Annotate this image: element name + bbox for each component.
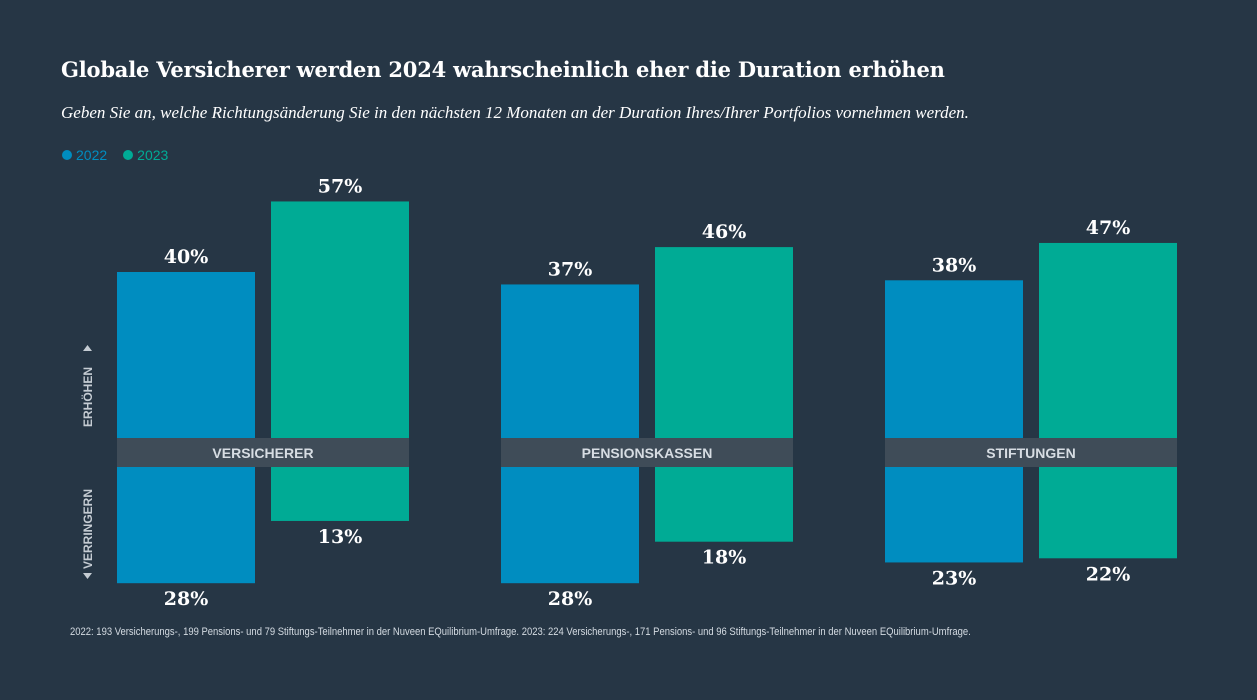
arrow-up-icon — [83, 345, 92, 351]
label-increase-2023-stiftungen: 47% — [1086, 217, 1131, 239]
arrow-down-icon — [83, 573, 92, 579]
category-band-pensionskassen — [501, 438, 793, 467]
footnote: 2022: 193 Versicherungs-, 199 Pensions- … — [70, 626, 971, 638]
legend-label-2023: 2023 — [137, 147, 169, 163]
axis-label-increase: ERHÖHEN — [80, 345, 95, 427]
label-decrease-2022-versicherer: 28% — [164, 588, 209, 610]
bar-increase-2022-versicherer — [117, 272, 255, 438]
bar-decrease-2023-stiftungen — [1039, 467, 1177, 559]
legend-item-2023: 2023 — [123, 147, 168, 163]
legend-dot-2022 — [62, 150, 72, 160]
bar-increase-2022-stiftungen — [885, 280, 1023, 438]
axis-label-increase-text: ERHÖHEN — [80, 367, 95, 427]
axis-label-decrease: VERRINGERN — [81, 489, 95, 579]
label-decrease-2023-pensionskassen: 18% — [702, 547, 747, 569]
label-increase-2023-versicherer: 57% — [318, 175, 363, 197]
label-increase-2022-pensionskassen: 37% — [548, 258, 593, 280]
chart-title: Globale Versicherer werden 2024 wahrsche… — [61, 57, 945, 82]
category-band-versicherer — [117, 438, 409, 467]
legend-dot-2023 — [123, 150, 134, 160]
chart-subtitle: Geben Sie an, welche Richtungsänderung S… — [61, 103, 969, 122]
bar-decrease-2022-versicherer — [117, 467, 255, 584]
bar-decrease-2022-pensionskassen — [501, 467, 639, 584]
bar-increase-2023-versicherer — [271, 201, 409, 438]
label-increase-2023-pensionskassen: 46% — [702, 221, 747, 243]
bar-decrease-2023-pensionskassen — [655, 467, 793, 542]
category-label-versicherer: VERSICHERER — [212, 445, 313, 461]
label-increase-2022-versicherer: 40% — [164, 246, 209, 268]
axis-label-decrease-text: VERRINGERN — [81, 489, 95, 569]
bar-increase-2023-pensionskassen — [655, 247, 793, 438]
bar-decrease-2022-stiftungen — [885, 467, 1023, 563]
category-label-stiftungen: STIFTUNGEN — [986, 445, 1075, 461]
category-label-pensionskassen: PENSIONSKASSEN — [582, 445, 713, 461]
label-decrease-2022-pensionskassen: 28% — [548, 588, 593, 610]
label-decrease-2023-stiftungen: 22% — [1086, 563, 1131, 585]
legend-label-2022: 2022 — [76, 147, 108, 163]
bar-increase-2022-pensionskassen — [501, 284, 639, 438]
label-decrease-2022-stiftungen: 23% — [932, 567, 977, 589]
legend: 2022 2023 — [62, 147, 168, 163]
bar-increase-2023-stiftungen — [1039, 242, 1177, 438]
label-increase-2022-stiftungen: 38% — [932, 254, 977, 276]
label-decrease-2023-versicherer: 13% — [318, 526, 363, 548]
category-band-stiftungen — [885, 438, 1177, 467]
bar-decrease-2023-versicherer — [271, 467, 409, 521]
legend-item-2022: 2022 — [62, 147, 107, 163]
